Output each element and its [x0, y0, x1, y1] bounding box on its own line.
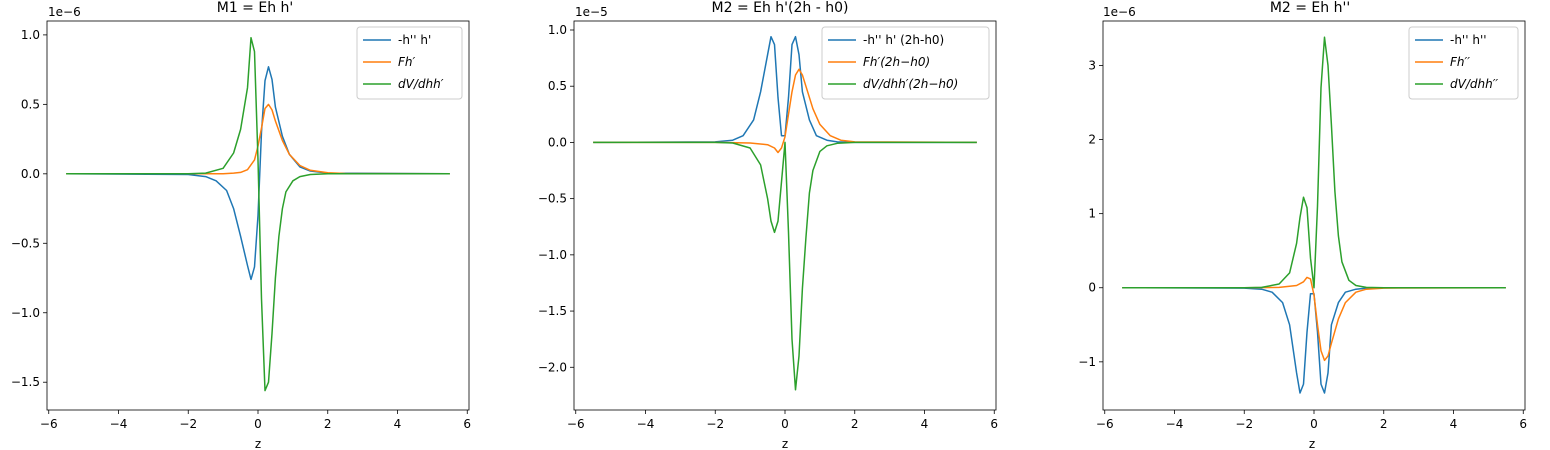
x-tick-label: −4 — [637, 417, 655, 431]
series-line-2 — [66, 103, 450, 175]
series-line-2 — [593, 68, 977, 154]
x-tick-label: −4 — [110, 417, 128, 431]
legend-label: Fh′(2h−h0) — [863, 55, 930, 69]
series-line-3 — [593, 141, 977, 391]
x-tick-label: −6 — [567, 417, 585, 431]
y-tick-label: 1 — [1088, 207, 1096, 221]
legend-label: -h'' h'' — [1450, 33, 1487, 47]
legend-label: Fh′′ — [1450, 55, 1470, 69]
legend-label: dV/dhh′′ — [1450, 77, 1498, 91]
x-tick-label: 4 — [394, 417, 402, 431]
y-tick-label: −1.5 — [11, 375, 40, 389]
y-tick-label: −0.5 — [11, 236, 40, 250]
chart-title: M2 = Eh h'' — [1270, 0, 1350, 16]
y-tick-label: −2.0 — [538, 360, 567, 374]
x-tick-label: 4 — [921, 417, 929, 431]
y-tick-label: 0.0 — [21, 167, 40, 181]
chart-title: M2 = Eh h'(2h - h0) — [712, 0, 849, 16]
x-tick-label: −4 — [1166, 417, 1184, 431]
x-tick-label: −6 — [40, 417, 58, 431]
x-axis-label: z — [255, 437, 261, 450]
y-tick-label: 0.5 — [548, 79, 567, 93]
y-tick-label: 1.0 — [548, 23, 567, 37]
x-axis-label: z — [782, 437, 788, 450]
x-tick-label: −2 — [706, 417, 724, 431]
x-axis-label: z — [1309, 437, 1315, 450]
legend-box — [356, 26, 463, 100]
chart-title: M1 = Eh h' — [217, 0, 294, 16]
x-tick-label: 0 — [254, 417, 262, 431]
x-tick-label: −2 — [179, 417, 197, 431]
x-tick-label: −2 — [1235, 417, 1253, 431]
series-line-1 — [1122, 286, 1506, 394]
x-tick-label: 4 — [1450, 417, 1458, 431]
x-tick-label: 2 — [1380, 417, 1388, 431]
legend-box — [821, 26, 990, 100]
legend-label: -h'' h' — [398, 33, 431, 47]
y-tick-label: −1.5 — [538, 304, 567, 318]
x-tick-label: 6 — [990, 417, 998, 431]
chart-panel-m2-b: M2 = Eh h'' 1e−6 z −6 −4 −2 0 2 4 6 −1 0 1 2 3 -h'' … — [1078, 0, 1527, 450]
legend-label: Fh′ — [398, 55, 416, 69]
legend-label: dV/dhh′ — [398, 77, 444, 91]
x-tick-label: 2 — [324, 417, 332, 431]
y-tick-label: 0 — [1088, 281, 1096, 295]
series-line-2 — [1122, 276, 1506, 362]
x-tick-label: 6 — [463, 417, 471, 431]
y-tick-label: 0.0 — [548, 135, 567, 149]
y-tick-label: 3 — [1088, 58, 1096, 72]
series-line-3 — [1122, 36, 1506, 289]
y-tick-label: 2 — [1088, 133, 1096, 147]
y-tick-label: −1.0 — [538, 248, 567, 262]
offset-text: 1e−5 — [575, 5, 608, 19]
offset-text: 1e−6 — [1103, 5, 1136, 19]
x-tick-label: 2 — [851, 417, 859, 431]
y-tick-label: −0.5 — [538, 192, 567, 206]
y-tick-label: 1.0 — [21, 28, 40, 42]
x-tick-label: 0 — [1310, 417, 1318, 431]
x-tick-label: 0 — [781, 417, 789, 431]
series-line-3 — [66, 36, 450, 392]
x-tick-label: −6 — [1096, 417, 1114, 431]
x-tick-label: 6 — [1519, 417, 1527, 431]
legend-box — [1408, 26, 1519, 100]
y-tick-label: 0.5 — [21, 97, 40, 111]
offset-text: 1e−6 — [48, 5, 81, 19]
legend-label: -h'' h' (2h-h0) — [863, 33, 944, 47]
legend-label: dV/dhh′(2h−h0) — [863, 77, 958, 91]
chart-panel-m1: M1 = Eh h' 1e−6 z −6 −4 −2 0 2 4 6 −1.5 −1.0 −0.5… — [11, 0, 471, 450]
y-tick-label: −1 — [1078, 355, 1096, 369]
y-tick-label: −1.0 — [11, 306, 40, 320]
chart-panel-m2-a: M2 = Eh h'(2h - h0) 1e−5 z −6 −4 −2 0 2 4 6 −2.… — [538, 0, 998, 450]
